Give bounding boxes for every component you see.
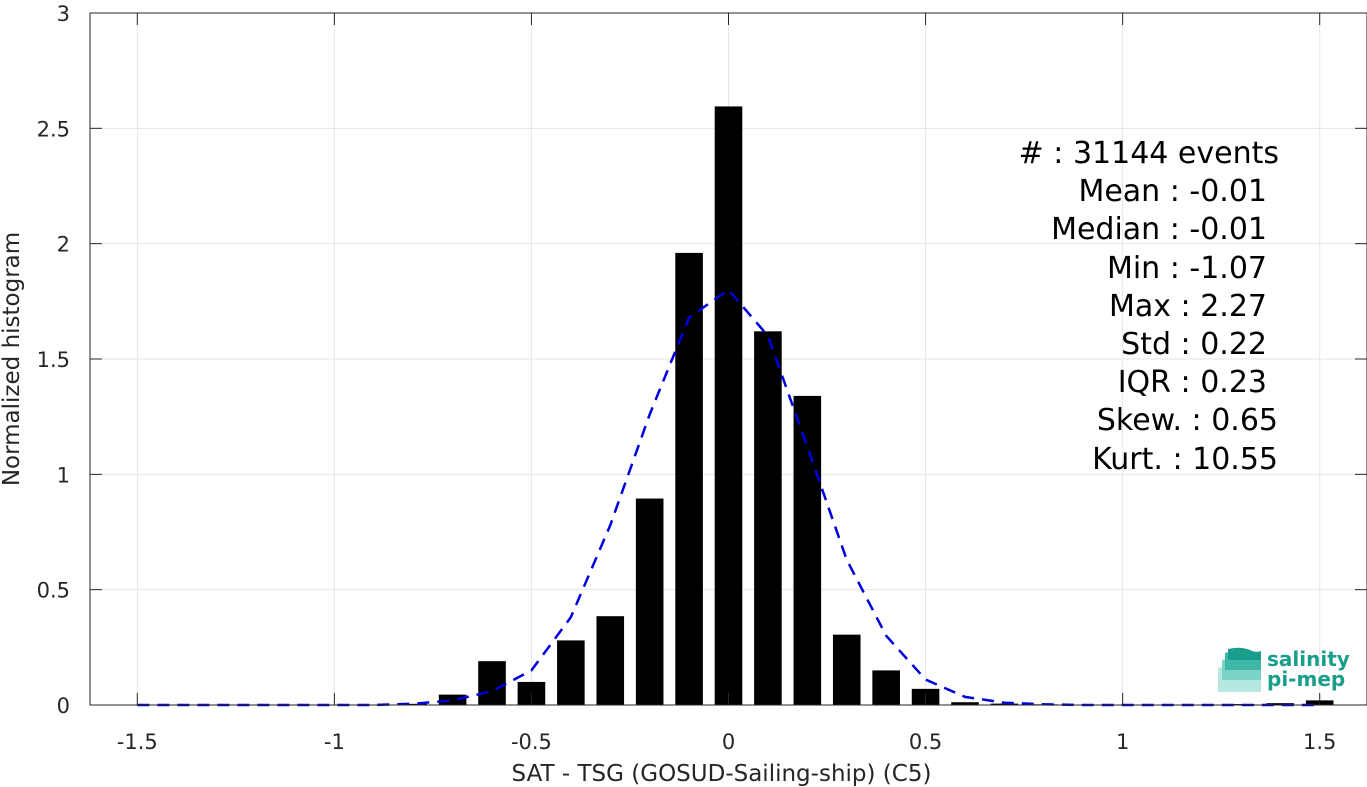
x-tick-labels: -1.5 -1 -0.5 0 0.5 1 1.5: [117, 730, 1337, 754]
stat-median: Median : -0.01: [1051, 212, 1267, 247]
logo-layer-1: [1228, 647, 1261, 660]
histogram-bar: [675, 252, 703, 706]
stat-count: # : 31144 events: [1019, 136, 1279, 171]
y-tick-label: 2.5: [37, 117, 70, 141]
stat-min: Min : -1.07: [1107, 251, 1267, 286]
histogram-bar: [793, 395, 822, 705]
histogram-bar: [557, 640, 585, 705]
x-tick-label: -1.5: [117, 730, 158, 754]
y-tick-labels: 0 0.5 1 1.5 2 2.5 3: [37, 2, 70, 718]
logo-wave-icon: [1218, 647, 1261, 692]
histogram-bar: [1266, 703, 1295, 705]
stat-mean: Mean : -0.01: [1078, 174, 1267, 209]
x-tick-label: 1.5: [1303, 730, 1336, 754]
histogram-bar: [399, 703, 427, 705]
x-tick-label: -0.5: [511, 730, 552, 754]
y-tick-label: 2: [57, 233, 70, 257]
histogram-bar: [951, 702, 979, 705]
x-tick-label: 1: [1116, 730, 1129, 754]
y-tick-label: 1.5: [37, 348, 70, 372]
stat-iqr: IQR : 0.23: [1118, 365, 1267, 400]
histogram-bar: [754, 331, 782, 705]
stat-max: Max : 2.27: [1109, 289, 1267, 324]
axis-ticks: [90, 12, 1367, 706]
x-tick-label: 0.5: [909, 730, 942, 754]
salinity-pi-mep-logo: salinity pi-mep: [1218, 647, 1350, 692]
stat-std: Std : 0.22: [1121, 327, 1267, 362]
stat-skew: Skew. : 0.65: [1097, 403, 1278, 438]
y-tick-label: 0: [57, 694, 70, 718]
histogram-bar: [832, 634, 861, 705]
y-tick-label: 0.5: [37, 579, 70, 603]
histogram-bar: [635, 498, 664, 705]
logo-text-salinity: salinity: [1267, 647, 1350, 671]
x-tick-label: 0: [722, 730, 735, 754]
y-tick-label: 1: [57, 463, 70, 487]
y-axis-label: Normalized histogram: [0, 232, 25, 486]
histogram-bar: [990, 703, 1019, 705]
histogram-bars: [359, 106, 1334, 706]
histogram-bar: [478, 661, 506, 705]
x-tick-label: -1: [324, 730, 345, 754]
histogram-bar: [872, 670, 900, 705]
x-axis-label: SAT - TSG (GOSUD-Sailing-ship) (C5): [512, 761, 932, 787]
stat-kurt: Kurt. : 10.55: [1092, 442, 1278, 477]
y-tick-label: 3: [57, 2, 70, 26]
histogram-bar: [714, 106, 743, 706]
histogram-bar: [438, 694, 467, 705]
logo-text-pi-mep: pi-mep: [1267, 667, 1345, 691]
statistics-annotation: # : 31144 events Mean : -0.01 Median : -…: [1019, 136, 1279, 477]
histogram-bar: [596, 616, 625, 705]
